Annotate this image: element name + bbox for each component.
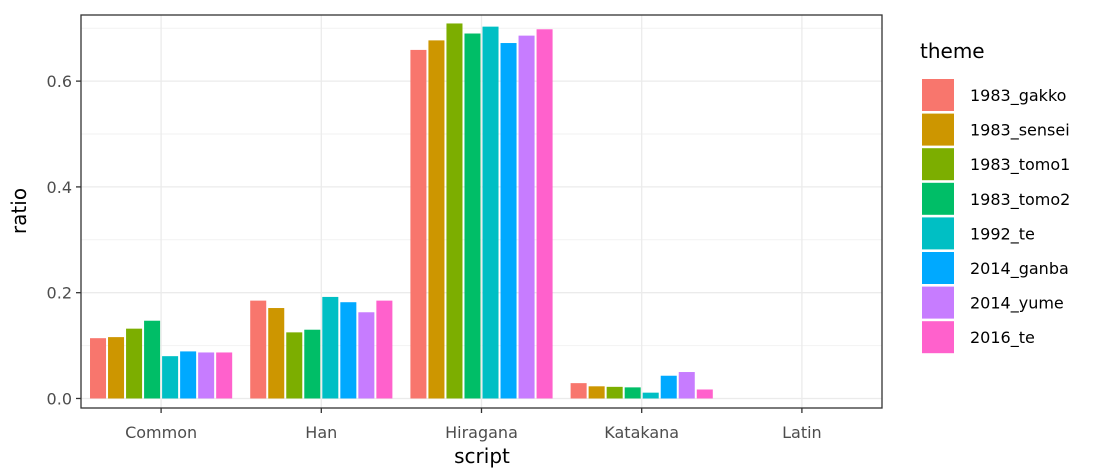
bar [606, 386, 623, 399]
bar [216, 352, 233, 399]
bar [446, 23, 463, 399]
x-tick-label: Latin [782, 423, 822, 442]
bar [250, 300, 267, 399]
bar [642, 392, 659, 399]
bar [482, 26, 499, 399]
bar [464, 33, 481, 399]
legend-key [922, 217, 954, 250]
legend-key [922, 113, 954, 146]
y-tick-label: 0.0 [47, 389, 72, 408]
bar [376, 300, 393, 399]
y-tick-label: 0.6 [47, 72, 72, 91]
bar [162, 356, 179, 399]
x-tick-label: Common [125, 423, 197, 442]
bar [268, 308, 285, 399]
x-axis-title: script [454, 444, 510, 468]
bar [286, 332, 303, 399]
bar [536, 29, 553, 399]
bar [500, 43, 517, 399]
grid-lines [81, 15, 882, 408]
legend-key [922, 79, 954, 111]
x-tick-label: Katakana [604, 423, 679, 442]
bar [144, 320, 161, 399]
y-tick-label: 0.2 [47, 284, 72, 303]
legend-label: 1983_sensei [970, 121, 1070, 141]
legend: theme 1983_gakko 1983_sensei 1983_tomo1 198… [920, 39, 1070, 354]
legend-key [922, 286, 954, 319]
bar [570, 383, 587, 399]
y-tick-label: 0.4 [47, 178, 72, 197]
legend-label: 1983_gakko [970, 86, 1066, 106]
x-tick-label: Han [305, 423, 337, 442]
legend-label: 1983_tomo2 [970, 190, 1070, 210]
y-axis: 0.0 0.2 0.4 0.6 [47, 72, 81, 408]
bar [660, 375, 677, 399]
legend-key [922, 252, 954, 284]
legend-key [922, 182, 954, 215]
bar [588, 386, 605, 399]
bar [696, 389, 713, 399]
x-tick-label: Hiragana [445, 423, 518, 442]
bar [198, 352, 215, 399]
y-axis-title: ratio [7, 188, 31, 234]
bar [304, 329, 321, 399]
bar [410, 49, 427, 399]
legend-label: 2014_ganba [970, 259, 1069, 279]
legend-title: theme [920, 39, 985, 63]
legend-label: 1992_te [970, 224, 1035, 244]
legend-key [922, 321, 954, 354]
bar [90, 338, 107, 399]
bar [678, 372, 695, 399]
bar [126, 328, 143, 399]
bar [358, 312, 375, 399]
x-axis: Common Han Hiragana Katakana Latin [125, 408, 822, 442]
legend-label: 2016_te [970, 328, 1035, 348]
bar [180, 351, 197, 399]
bar [322, 296, 339, 399]
bar [428, 40, 445, 399]
bar [340, 302, 357, 399]
bar [624, 387, 641, 399]
bar [518, 35, 535, 399]
legend-label: 1983_tomo1 [970, 155, 1070, 175]
bars [90, 23, 713, 399]
bar [108, 337, 125, 399]
legend-key [922, 148, 954, 181]
legend-label: 2014_yume [970, 294, 1064, 314]
